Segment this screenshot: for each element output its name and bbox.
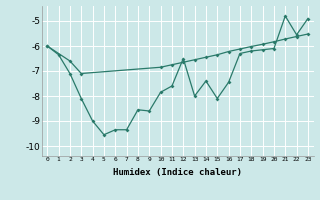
- X-axis label: Humidex (Indice chaleur): Humidex (Indice chaleur): [113, 168, 242, 177]
